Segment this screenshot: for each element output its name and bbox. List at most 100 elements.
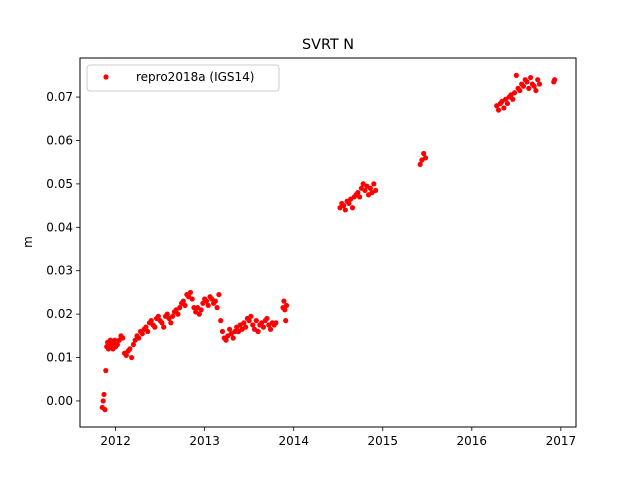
data-point [250,322,256,328]
y-tick-label: 0.03 [46,264,73,278]
data-point [216,291,222,298]
data-point [175,311,181,317]
data-point [536,81,543,87]
data-point [155,313,161,319]
data-point [253,318,259,324]
x-tick-label: 2017 [546,434,577,448]
data-point [421,150,427,157]
data-point [524,79,530,85]
data-point [127,346,133,352]
y-tick-label: 0.04 [46,220,73,234]
data-point [281,298,287,304]
data-point [180,298,186,304]
data-point [218,318,224,324]
x-tick-label: 2012 [100,434,131,448]
y-tick-label: 0.01 [46,351,73,365]
x-tick-label: 2013 [189,434,220,448]
data-point [212,298,218,304]
legend-label: repro2018a (IGS14) [136,70,254,84]
data-point [533,87,539,94]
data-point [373,187,379,194]
data-point [177,305,183,311]
data-point [136,335,142,341]
data-point [187,289,194,296]
data-point [102,407,108,413]
data-point [342,207,348,213]
data-point [129,354,135,361]
data-point [283,302,290,309]
data-point [371,181,377,187]
data-point [170,313,176,319]
data-point [282,307,288,313]
data-point [143,324,149,330]
x-axis: 2012 2013 2014 2015 2016 2017 [100,427,576,448]
data-point [495,107,502,113]
data-point [114,341,120,348]
data-point [214,305,220,311]
data-point [504,100,511,107]
data-point [168,320,174,326]
data-point [123,352,129,358]
data-point [417,161,423,167]
data-point [246,318,252,324]
data-point [264,315,270,322]
data-point [267,326,274,332]
x-tick-label: 2015 [367,434,398,448]
data-point [511,90,518,96]
data-point [120,335,126,341]
data-point [203,298,210,304]
data-point [535,77,541,83]
data-point [227,326,233,332]
data-point [130,341,137,348]
data-point [510,96,516,102]
data-point [355,189,361,196]
data-point [513,72,519,78]
y-tick-label: 0.06 [46,133,73,147]
data-point [191,305,197,311]
data-point [248,313,254,319]
data-point [241,320,247,326]
x-tick-label: 2016 [457,434,488,448]
y-axis-label: m [21,236,35,248]
data-point [145,328,151,335]
data-point [346,200,352,207]
data-point [223,337,229,343]
data-point [243,324,249,330]
y-tick-label: 0.05 [46,177,73,191]
data-point [103,367,109,374]
data-point [531,83,537,89]
data-point [501,105,507,111]
data-point [230,335,236,341]
data-point [260,324,267,330]
data-point [422,155,429,161]
data-point [520,83,527,89]
data-point [219,328,226,335]
data-point [367,185,373,191]
data-point [139,331,145,337]
plot-area [80,58,576,427]
data-point [255,328,261,335]
y-tick-label: 0.00 [46,394,73,408]
y-tick-label: 0.02 [46,307,73,321]
plot-frame [79,57,577,428]
data-point [196,311,202,317]
data-point [273,320,279,326]
data-point [357,194,363,200]
data-point [198,307,204,313]
x-tick-label: 2014 [278,434,309,448]
data-point [148,318,154,324]
legend-marker [103,74,109,80]
y-tick-label: 0.07 [46,90,73,104]
data-point [112,337,118,343]
data-point [349,205,356,211]
chart-title: SVRT N [302,37,354,53]
data-point [527,74,534,81]
data-point [189,296,195,302]
legend[interactable]: repro2018a (IGS14) [86,64,280,92]
data-point [182,302,188,309]
data-point [159,320,165,326]
data-point [100,398,106,404]
data-points [99,72,558,413]
data-point [340,203,347,209]
data-point [517,87,523,94]
